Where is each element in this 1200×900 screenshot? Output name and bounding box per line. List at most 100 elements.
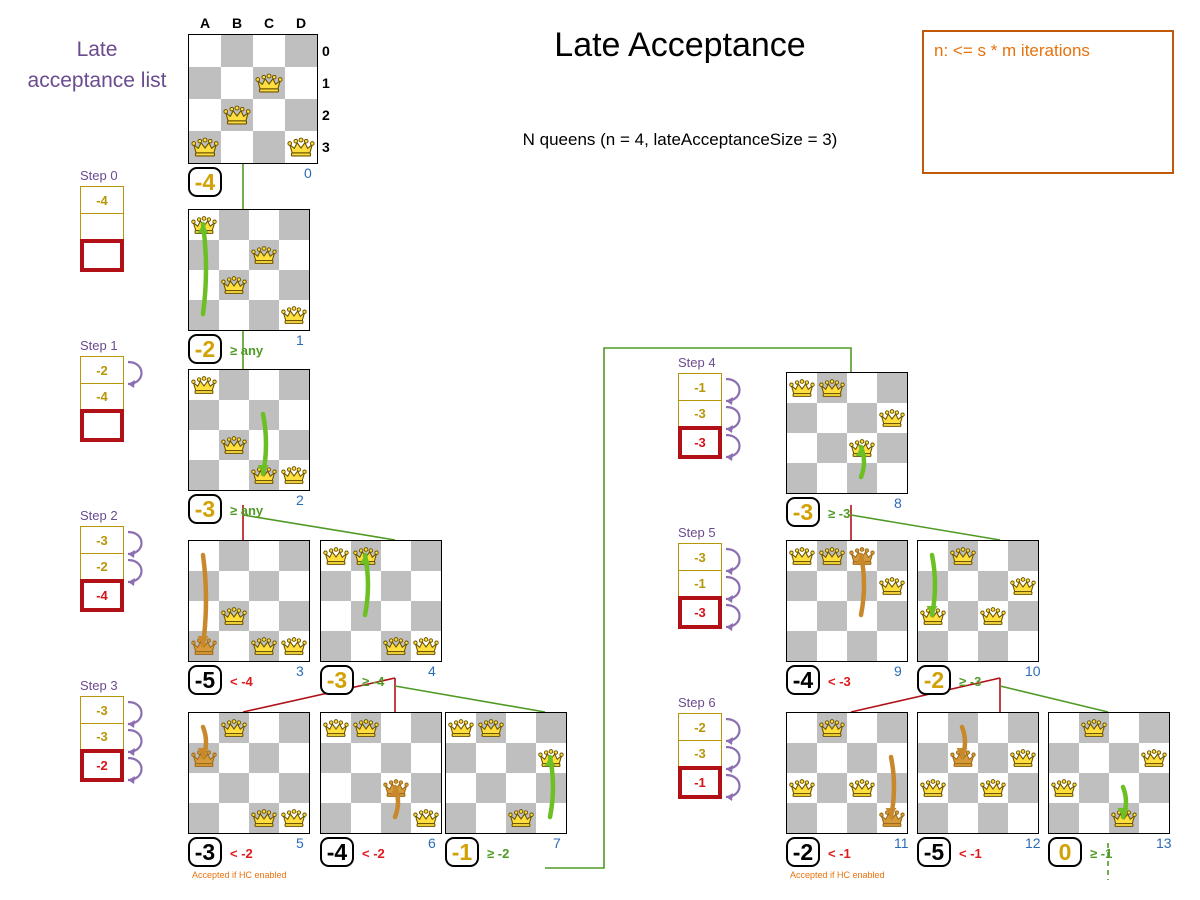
- board-square-A2[interactable]: [787, 773, 817, 803]
- board-square-A0[interactable]: [918, 713, 948, 743]
- board-square-D0[interactable]: [877, 713, 907, 743]
- board-square-C3[interactable]: [506, 803, 536, 833]
- board-square-B3[interactable]: [221, 131, 253, 163]
- board-square-A1[interactable]: [189, 240, 219, 270]
- board-square-B0[interactable]: [219, 370, 249, 400]
- board-square-B3[interactable]: [219, 300, 249, 330]
- board-square-B3[interactable]: [351, 631, 381, 661]
- board-square-D2[interactable]: [536, 773, 566, 803]
- board-square-D3[interactable]: [1008, 803, 1038, 833]
- board-square-A1[interactable]: [918, 571, 948, 601]
- board-square-A3[interactable]: [189, 300, 219, 330]
- board-square-B2[interactable]: [221, 99, 253, 131]
- board-square-D3[interactable]: [279, 300, 309, 330]
- board-square-D3[interactable]: [279, 631, 309, 661]
- board-square-C2[interactable]: [978, 773, 1008, 803]
- board-square-D0[interactable]: [1008, 541, 1038, 571]
- board-square-C0[interactable]: [847, 541, 877, 571]
- board-square-C2[interactable]: [249, 601, 279, 631]
- board-square-A2[interactable]: [189, 430, 219, 460]
- board-square-C0[interactable]: [249, 370, 279, 400]
- board-square-C1[interactable]: [253, 67, 285, 99]
- board-square-A3[interactable]: [787, 803, 817, 833]
- board-square-C2[interactable]: [249, 430, 279, 460]
- board-square-D2[interactable]: [279, 270, 309, 300]
- board-square-B2[interactable]: [948, 601, 978, 631]
- board-square-A2[interactable]: [446, 773, 476, 803]
- board-square-B0[interactable]: [817, 713, 847, 743]
- board-square-B3[interactable]: [948, 631, 978, 661]
- board-square-C3[interactable]: [978, 803, 1008, 833]
- board-square-C2[interactable]: [381, 601, 411, 631]
- board-square-B1[interactable]: [351, 571, 381, 601]
- board-square-C3[interactable]: [978, 631, 1008, 661]
- board-square-B2[interactable]: [1079, 773, 1109, 803]
- board-square-B3[interactable]: [817, 463, 847, 493]
- board-square-B3[interactable]: [817, 803, 847, 833]
- board-square-B3[interactable]: [476, 803, 506, 833]
- board-square-D1[interactable]: [279, 240, 309, 270]
- board-square-C2[interactable]: [1109, 773, 1139, 803]
- board-square-B2[interactable]: [219, 601, 249, 631]
- board-square-B2[interactable]: [219, 430, 249, 460]
- board-square-A3[interactable]: [189, 631, 219, 661]
- board-square-B1[interactable]: [817, 743, 847, 773]
- board-square-B2[interactable]: [219, 773, 249, 803]
- board-square-A0[interactable]: [189, 713, 219, 743]
- board-square-B2[interactable]: [219, 270, 249, 300]
- board-square-A2[interactable]: [918, 601, 948, 631]
- board-square-A1[interactable]: [321, 743, 351, 773]
- board-square-B0[interactable]: [948, 541, 978, 571]
- board-square-A1[interactable]: [787, 743, 817, 773]
- board-square-A3[interactable]: [189, 131, 221, 163]
- board-square-C0[interactable]: [249, 210, 279, 240]
- board-square-C0[interactable]: [978, 713, 1008, 743]
- board-square-B0[interactable]: [1079, 713, 1109, 743]
- board-square-C0[interactable]: [847, 373, 877, 403]
- board-square-B3[interactable]: [1079, 803, 1109, 833]
- board-square-C1[interactable]: [1109, 743, 1139, 773]
- board-square-C2[interactable]: [253, 99, 285, 131]
- board-square-D0[interactable]: [411, 541, 441, 571]
- board-square-A1[interactable]: [189, 571, 219, 601]
- board-square-D2[interactable]: [411, 773, 441, 803]
- board-square-B0[interactable]: [948, 713, 978, 743]
- board-square-A2[interactable]: [787, 601, 817, 631]
- board-square-C3[interactable]: [253, 131, 285, 163]
- board-square-C1[interactable]: [847, 743, 877, 773]
- board-square-A0[interactable]: [787, 373, 817, 403]
- board-square-B0[interactable]: [219, 713, 249, 743]
- board-square-A1[interactable]: [189, 743, 219, 773]
- board-square-C1[interactable]: [249, 571, 279, 601]
- board-square-C1[interactable]: [381, 743, 411, 773]
- board-square-B1[interactable]: [219, 400, 249, 430]
- board-square-C0[interactable]: [1109, 713, 1139, 743]
- board-square-A1[interactable]: [918, 743, 948, 773]
- board-square-D1[interactable]: [877, 403, 907, 433]
- board-square-A0[interactable]: [321, 713, 351, 743]
- board-square-C2[interactable]: [506, 773, 536, 803]
- board-square-C3[interactable]: [249, 803, 279, 833]
- board-square-D3[interactable]: [411, 631, 441, 661]
- board-square-B2[interactable]: [817, 773, 847, 803]
- board-square-D2[interactable]: [1139, 773, 1169, 803]
- board-square-B0[interactable]: [351, 713, 381, 743]
- board-square-A1[interactable]: [321, 571, 351, 601]
- board-square-D1[interactable]: [1139, 743, 1169, 773]
- board-square-B3[interactable]: [817, 631, 847, 661]
- board-square-A0[interactable]: [787, 541, 817, 571]
- board-square-A1[interactable]: [189, 67, 221, 99]
- board-square-C0[interactable]: [253, 35, 285, 67]
- board-square-C1[interactable]: [381, 571, 411, 601]
- board-square-B3[interactable]: [948, 803, 978, 833]
- board-square-B2[interactable]: [351, 601, 381, 631]
- board-square-B1[interactable]: [219, 571, 249, 601]
- board-square-D0[interactable]: [536, 713, 566, 743]
- board-square-A3[interactable]: [918, 803, 948, 833]
- board-square-D1[interactable]: [285, 67, 317, 99]
- board-square-D1[interactable]: [877, 743, 907, 773]
- board-square-A0[interactable]: [446, 713, 476, 743]
- board-square-D2[interactable]: [877, 773, 907, 803]
- board-square-A1[interactable]: [189, 400, 219, 430]
- board-square-A3[interactable]: [189, 460, 219, 490]
